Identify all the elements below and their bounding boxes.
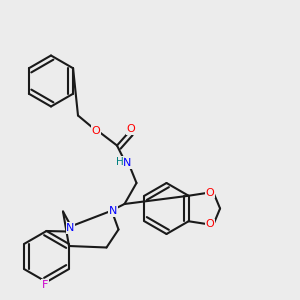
Text: O: O: [205, 219, 214, 229]
Text: H: H: [116, 157, 123, 167]
Text: N: N: [123, 158, 132, 169]
Text: O: O: [92, 125, 100, 136]
Text: N: N: [66, 223, 75, 233]
Text: O: O: [126, 124, 135, 134]
Text: F: F: [42, 280, 48, 290]
Text: N: N: [109, 206, 117, 217]
Text: O: O: [205, 188, 214, 198]
